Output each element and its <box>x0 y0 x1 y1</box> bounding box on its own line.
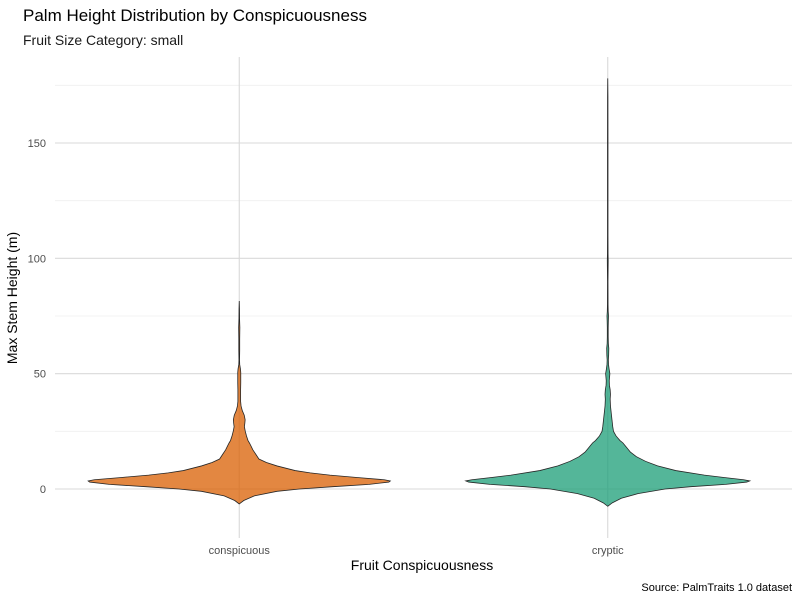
x-tick-label: cryptic <box>592 545 624 557</box>
chart-caption: Source: PalmTraits 1.0 dataset <box>641 582 792 594</box>
violin-plot-area <box>87 78 752 507</box>
chart-title: Palm Height Distribution by Conspicuousn… <box>23 6 367 25</box>
y-tick-label: 100 <box>28 253 46 265</box>
violin-cryptic <box>464 78 752 507</box>
violin-conspicuous <box>87 300 392 505</box>
chart-subtitle: Fruit Size Category: small <box>23 32 183 48</box>
y-tick-label: 150 <box>28 138 46 150</box>
x-axis-title: Fruit Conspicuousness <box>351 557 493 573</box>
y-axis-tick-labels: 0 50 100 150 <box>28 138 46 496</box>
y-axis-title: Max Stem Height (m) <box>4 232 20 364</box>
y-tick-label: 50 <box>34 369 46 381</box>
y-tick-label: 0 <box>40 484 46 496</box>
x-tick-label: conspicuous <box>209 545 271 557</box>
grid-lines <box>55 57 792 538</box>
x-axis-tick-labels: conspicuous cryptic <box>209 545 624 557</box>
